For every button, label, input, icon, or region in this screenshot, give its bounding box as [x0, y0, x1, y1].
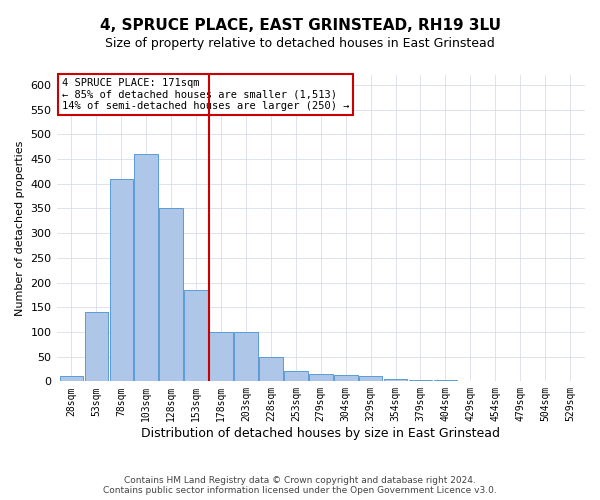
X-axis label: Distribution of detached houses by size in East Grinstead: Distribution of detached houses by size … — [141, 427, 500, 440]
Bar — [434, 380, 457, 382]
Text: 4 SPRUCE PLACE: 171sqm
← 85% of detached houses are smaller (1,513)
14% of semi-: 4 SPRUCE PLACE: 171sqm ← 85% of detached… — [62, 78, 349, 112]
Bar — [110, 179, 133, 382]
Y-axis label: Number of detached properties: Number of detached properties — [15, 140, 25, 316]
Bar — [85, 312, 108, 382]
Bar — [209, 332, 233, 382]
Text: Size of property relative to detached houses in East Grinstead: Size of property relative to detached ho… — [105, 38, 495, 51]
Bar — [309, 374, 332, 382]
Bar — [134, 154, 158, 382]
Text: Contains HM Land Registry data © Crown copyright and database right 2024.
Contai: Contains HM Land Registry data © Crown c… — [103, 476, 497, 495]
Bar — [184, 290, 208, 382]
Bar — [234, 332, 258, 382]
Bar — [284, 372, 308, 382]
Bar — [160, 208, 183, 382]
Bar — [359, 376, 382, 382]
Bar — [334, 376, 358, 382]
Bar — [409, 380, 433, 382]
Bar — [59, 376, 83, 382]
Bar — [259, 356, 283, 382]
Text: 4, SPRUCE PLACE, EAST GRINSTEAD, RH19 3LU: 4, SPRUCE PLACE, EAST GRINSTEAD, RH19 3L… — [100, 18, 500, 32]
Bar — [384, 379, 407, 382]
